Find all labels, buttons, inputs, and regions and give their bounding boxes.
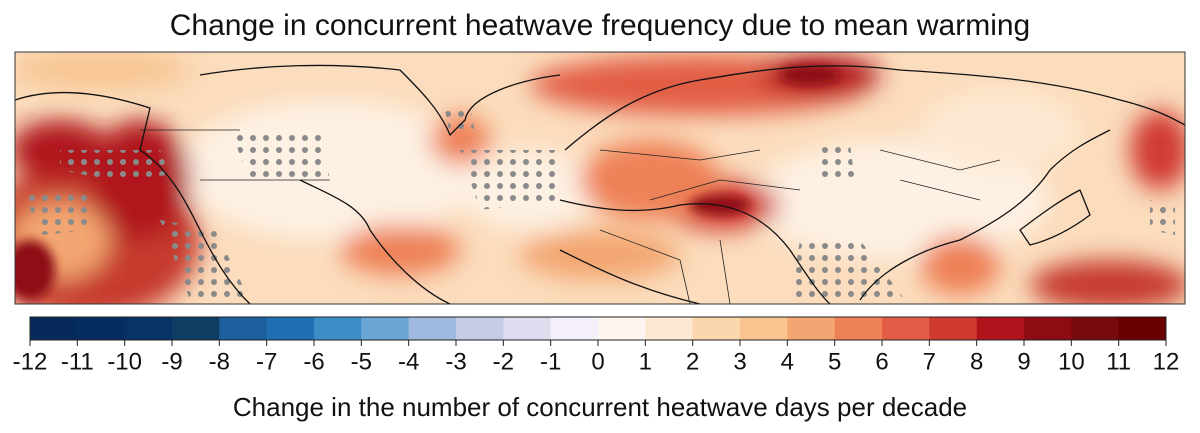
colorbar-tick-label: -1 <box>540 348 561 375</box>
map-frame <box>14 51 1186 305</box>
colorbar-tick-label: 3 <box>733 348 746 375</box>
colorbar-swatch <box>172 317 220 340</box>
colorbar-swatch <box>503 317 552 340</box>
colorbar-tick-label: 9 <box>1017 348 1030 375</box>
colorbar-swatch <box>834 317 883 340</box>
colorbar-tick-label: -3 <box>445 348 466 375</box>
colorbar-tick-label: 6 <box>875 348 888 375</box>
colorbar-tick-label: 1 <box>639 348 652 375</box>
colorbar-swatch <box>1118 317 1167 340</box>
coastlines <box>15 64 1185 304</box>
colorbar-tick-label: -4 <box>398 348 419 375</box>
colorbar-swatch <box>550 317 599 340</box>
colorbar-swatch <box>645 317 694 340</box>
colorbar-swatch <box>787 317 836 340</box>
colorbar-swatch <box>314 317 362 340</box>
colorbar-tick-label: -6 <box>303 348 324 375</box>
colorbar-swatch <box>266 317 315 340</box>
colorbar-swatch <box>30 317 78 340</box>
colorbar: -12 -11 -10 -9 -8 -7 -6 -5 -4 -3 -2 -1 0 1 2 3 4 5 6 7 8 9 10 1… <box>13 316 1180 375</box>
colorbar-tick-label: 4 <box>781 348 794 375</box>
colorbar-swatch <box>1024 317 1072 340</box>
colorbar-tick-label: -12 <box>13 348 48 375</box>
colorbar-swatch <box>361 317 410 340</box>
colorbar-tick-label: 7 <box>923 348 936 375</box>
colorbar-tick-label: -11 <box>61 348 94 375</box>
colorbar-tick-label: 10 <box>1058 348 1085 375</box>
colorbar-tick-label: -9 <box>161 348 182 375</box>
colorbar-tick-label: -7 <box>256 348 277 375</box>
colorbar-swatch <box>408 317 457 340</box>
colorbar-swatch <box>976 317 1025 340</box>
colorbar-swatch <box>77 317 126 340</box>
colorbar-tick-label: -10 <box>107 348 142 375</box>
colorbar-tick-label: 0 <box>591 348 604 375</box>
colorbar-swatch <box>692 317 741 340</box>
colorbar-swatch <box>124 317 173 340</box>
colorbar-tick-label: -5 <box>351 348 372 375</box>
colorbar-tick-label: 11 <box>1106 348 1131 375</box>
colorbar-swatch <box>456 317 504 340</box>
colorbar-swatch <box>219 317 268 340</box>
colorbar-swatch <box>740 317 788 340</box>
colorbar-tick-label: -8 <box>209 348 230 375</box>
colorbar-swatch <box>882 317 930 340</box>
colorbar-swatch <box>598 317 646 340</box>
map <box>15 52 1185 304</box>
colorbar-tick-label: -2 <box>493 348 514 375</box>
colorbar-tick-label: 2 <box>686 348 699 375</box>
colorbar-swatch <box>929 317 978 340</box>
significance-stippling <box>25 105 1175 300</box>
title: Change in concurrent heatwave frequency … <box>170 9 1031 42</box>
colorbar-label: Change in the number of concurrent heatw… <box>233 392 967 422</box>
colorbar-tick-label: 12 <box>1153 348 1180 375</box>
colorbar-tick-label: 5 <box>828 348 841 375</box>
colorbar-tick-label: 8 <box>970 348 983 375</box>
colorbar-swatch <box>1071 317 1120 340</box>
